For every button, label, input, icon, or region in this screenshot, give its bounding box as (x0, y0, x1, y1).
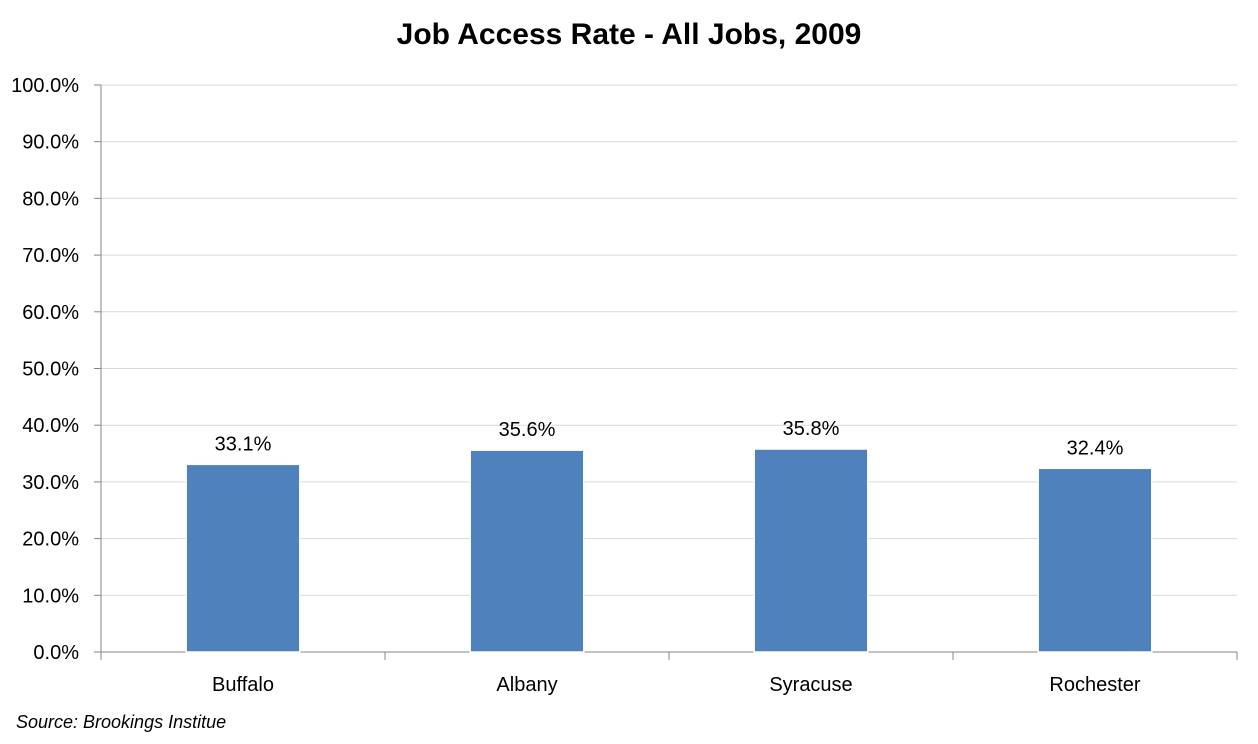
y-tick-label: 20.0% (22, 529, 79, 551)
data-label: 32.4% (1067, 437, 1124, 459)
category-label: Albany (496, 674, 557, 696)
bar (469, 449, 585, 653)
category-label: Buffalo (212, 674, 274, 696)
y-tick-label: 10.0% (22, 585, 79, 607)
bar (753, 448, 869, 653)
y-tick-label: 80.0% (22, 188, 79, 210)
y-tick-label: 40.0% (22, 415, 79, 437)
data-label: 35.8% (783, 418, 840, 440)
source-note: Source: Brookings Institue (16, 712, 227, 732)
category-label: Syracuse (769, 674, 852, 696)
y-tick-label: 70.0% (22, 245, 79, 267)
labels: 0.0% 10.0% 20.0% 30.0% 40.0% 50.0% 60.0% 70.0% 8… (11, 75, 1141, 696)
y-tick-label: 0.0% (33, 642, 79, 664)
chart-title: Job Access Rate - All Jobs, 2009 (396, 18, 862, 51)
data-label: 33.1% (215, 433, 272, 455)
data-label: 35.6% (499, 419, 556, 441)
bar (1037, 467, 1153, 653)
y-tick-label: 60.0% (22, 302, 79, 324)
y-tick-label: 90.0% (22, 132, 79, 154)
bars (185, 448, 1153, 653)
y-tick-label: 30.0% (22, 472, 79, 494)
category-label: Rochester (1049, 674, 1140, 696)
bar (185, 463, 301, 653)
y-tick-label: 50.0% (22, 359, 79, 381)
y-tick-label: 100.0% (11, 75, 79, 97)
